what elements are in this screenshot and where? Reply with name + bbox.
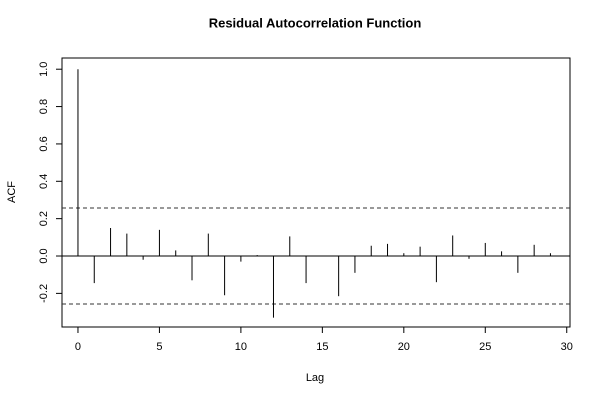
- x-tick-label: 5: [156, 341, 162, 353]
- y-tick-label: 0.2: [38, 211, 50, 226]
- y-tick-label: 0.0: [38, 248, 50, 263]
- x-tick-label: 20: [398, 341, 410, 353]
- y-tick-label: 1.0: [38, 62, 50, 77]
- x-tick-label: 10: [235, 341, 247, 353]
- y-tick-label: 0.8: [38, 99, 50, 114]
- x-tick-label: 25: [479, 341, 491, 353]
- y-tick-label: 0.6: [38, 136, 50, 151]
- x-tick-label: 15: [316, 341, 328, 353]
- chart-title: Residual Autocorrelation Function: [209, 15, 422, 30]
- plot-box: [61, 57, 571, 328]
- x-axis-label: Lag: [306, 372, 324, 384]
- x-tick-label: 30: [561, 341, 573, 353]
- y-axis-label: ACF: [6, 181, 18, 203]
- x-tick-label: 0: [75, 341, 81, 353]
- y-tick-label: 0.4: [38, 174, 50, 189]
- y-tick-label: -0.2: [38, 284, 50, 303]
